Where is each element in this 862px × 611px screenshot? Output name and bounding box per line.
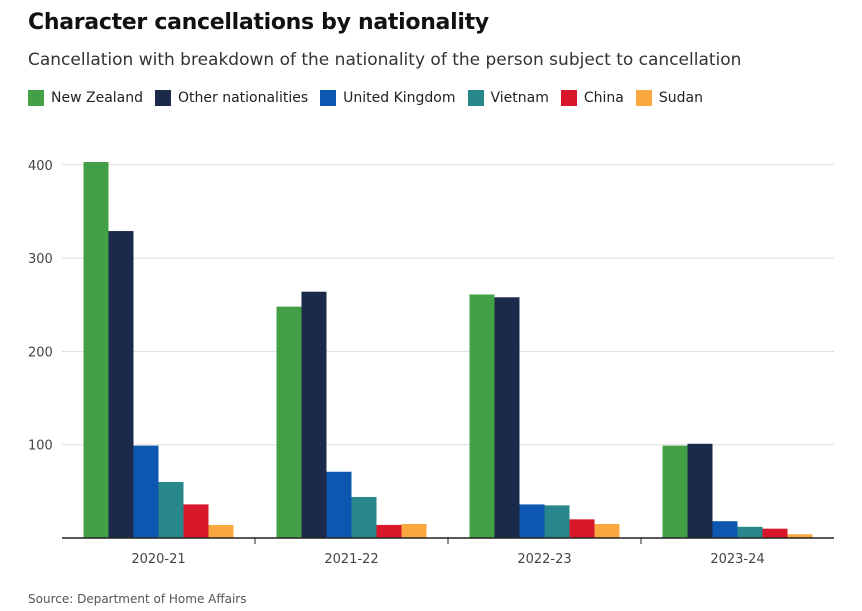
x-tick-label: 2021-22 bbox=[324, 552, 378, 567]
bar bbox=[108, 231, 134, 538]
x-tick-label: 2020-21 bbox=[131, 552, 185, 567]
bar bbox=[469, 294, 495, 538]
legend-item-new-zealand: New Zealand bbox=[28, 90, 143, 106]
legend-swatch bbox=[635, 90, 652, 106]
legend-label: New Zealand bbox=[51, 90, 143, 106]
legend-label: China bbox=[583, 90, 624, 106]
bar bbox=[183, 504, 209, 538]
bar bbox=[519, 504, 545, 538]
legend-label: United Kingdom bbox=[343, 90, 456, 106]
bar bbox=[737, 526, 763, 538]
x-tick-label: 2022-23 bbox=[517, 552, 571, 567]
legend-swatch bbox=[467, 90, 484, 106]
bar bbox=[662, 445, 688, 538]
y-tick-label: 400 bbox=[28, 159, 53, 174]
bar bbox=[594, 524, 620, 538]
bar bbox=[401, 524, 427, 538]
legend-swatch bbox=[560, 90, 577, 106]
bar bbox=[569, 519, 595, 538]
bar bbox=[208, 524, 234, 538]
bar bbox=[133, 445, 159, 538]
y-tick-label: 300 bbox=[28, 252, 53, 267]
legend: New Zealand Other nationalities United K… bbox=[28, 90, 703, 106]
y-tick-label: 200 bbox=[28, 345, 53, 360]
bar bbox=[276, 306, 302, 538]
bar bbox=[762, 528, 788, 538]
legend-item-other-nationalities: Other nationalities bbox=[155, 90, 308, 106]
bar bbox=[687, 443, 713, 538]
y-tick-label: 100 bbox=[28, 439, 53, 454]
legend-swatch bbox=[28, 90, 44, 106]
bar bbox=[376, 524, 402, 538]
legend-item-china: China bbox=[560, 90, 624, 106]
legend-item-sudan: Sudan bbox=[635, 90, 703, 106]
bar bbox=[158, 482, 184, 538]
x-tick-label: 2023-24 bbox=[710, 552, 764, 567]
chart-title: Character cancellations by nationality bbox=[28, 10, 489, 35]
legend-label: Vietnam bbox=[490, 90, 549, 106]
legend-label: Other nationalities bbox=[178, 90, 309, 106]
bar bbox=[544, 505, 570, 538]
bar bbox=[787, 534, 813, 538]
bar bbox=[351, 496, 377, 538]
bar bbox=[712, 521, 738, 538]
bar bbox=[83, 162, 109, 538]
bar bbox=[326, 471, 352, 538]
legend-item-united-kingdom: United Kingdom bbox=[320, 90, 456, 106]
legend-item-vietnam: Vietnam bbox=[467, 90, 549, 106]
legend-swatch bbox=[320, 90, 337, 106]
bar bbox=[301, 291, 327, 538]
legend-label: Sudan bbox=[658, 90, 703, 106]
source-note: Source: Department of Home Affairs bbox=[28, 592, 247, 606]
legend-swatch bbox=[155, 90, 171, 106]
chart-subtitle: Cancellation with breakdown of the natio… bbox=[28, 50, 742, 70]
bar bbox=[494, 297, 520, 538]
